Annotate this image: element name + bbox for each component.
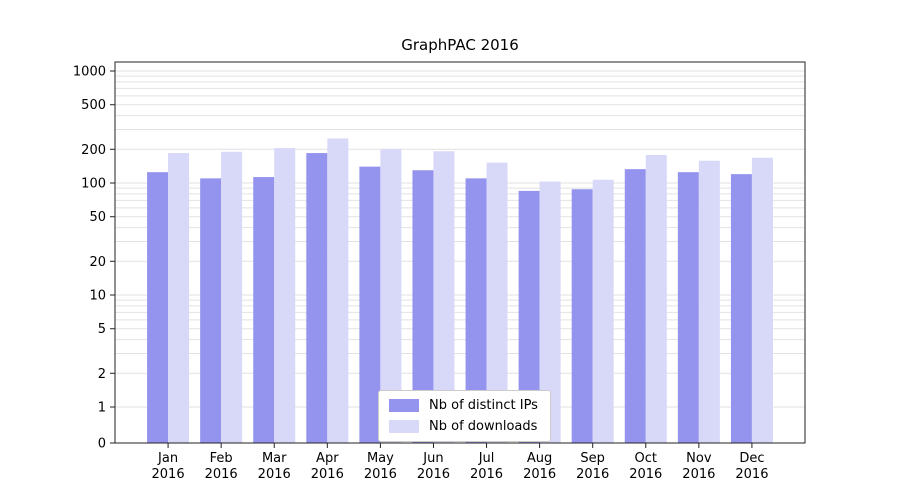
bar-distinct-ips <box>465 178 487 443</box>
y-tick-label: 10 <box>89 289 106 304</box>
x-tick-label-month: Sep <box>580 451 605 466</box>
bar-distinct-ips <box>677 172 699 444</box>
chart-title: GraphPAC 2016 <box>401 36 519 54</box>
x-tick-label-month: Mar <box>262 451 287 466</box>
legend-entry-distinct-ips: Nb of distinct IPs <box>389 398 538 413</box>
legend-swatch-downloads <box>389 420 419 433</box>
bar-distinct-ips <box>730 174 752 443</box>
y-tick-label: 100 <box>81 177 106 192</box>
legend: Nb of distinct IPs Nb of downloads <box>378 390 551 442</box>
x-tick-label-year: 2016 <box>576 467 609 482</box>
x-tick-label-month: Jul <box>478 451 495 466</box>
y-tick-label: 500 <box>81 98 106 113</box>
bar-distinct-ips <box>253 177 275 443</box>
bar-distinct-ips <box>200 178 222 443</box>
y-tick-label: 1000 <box>73 65 106 80</box>
x-tick-label-month: Dec <box>739 451 764 466</box>
legend-entry-downloads: Nb of downloads <box>389 419 538 434</box>
bar-downloads <box>380 149 402 443</box>
y-tick-label: 1 <box>98 401 106 416</box>
y-tick-label: 5 <box>98 322 106 337</box>
x-tick-label-year: 2016 <box>258 467 291 482</box>
axis-spines <box>114 61 806 444</box>
x-tick-label-year: 2016 <box>364 467 397 482</box>
y-tick-label: 2 <box>98 367 106 382</box>
x-tick-label-year: 2016 <box>682 467 715 482</box>
x-tick-label-month: May <box>367 451 394 466</box>
y-tick-label: 200 <box>81 143 106 158</box>
x-tick-label-month: Jun <box>422 451 443 466</box>
bar-distinct-ips <box>359 166 381 443</box>
bar-distinct-ips <box>624 169 646 444</box>
y-tick-label: 0 <box>98 437 106 452</box>
bar-downloads <box>433 151 455 443</box>
bar-distinct-ips <box>412 170 434 443</box>
x-tick-label-month: Oct <box>635 451 657 466</box>
x-tick-label-month: Nov <box>686 451 712 466</box>
bar-downloads <box>221 151 243 443</box>
bar-distinct-ips <box>571 189 593 443</box>
x-tick-label-year: 2016 <box>417 467 450 482</box>
bar-distinct-ips <box>306 153 328 443</box>
bar-downloads <box>645 154 667 444</box>
x-tick-label-year: 2016 <box>523 467 556 482</box>
y-tick-label: 20 <box>89 255 106 270</box>
x-tick-label-month: Jan <box>157 451 178 466</box>
bar-downloads <box>592 179 614 443</box>
x-tick-label-month: Aug <box>527 451 552 466</box>
x-tick-label-month: Apr <box>316 451 339 466</box>
legend-label-distinct-ips: Nb of distinct IPs <box>429 398 538 413</box>
bar-downloads <box>327 138 349 443</box>
bar-downloads <box>698 160 720 443</box>
bar-downloads <box>486 162 508 443</box>
x-tick-label-year: 2016 <box>311 467 344 482</box>
bar-downloads <box>168 153 190 443</box>
bar-downloads <box>751 157 773 443</box>
y-tick-label: 50 <box>89 210 106 225</box>
legend-swatch-distinct-ips <box>389 399 419 412</box>
x-tick-label-year: 2016 <box>629 467 662 482</box>
bar-downloads <box>539 181 561 443</box>
bar-downloads <box>274 148 296 444</box>
x-tick-label-year: 2016 <box>470 467 503 482</box>
bar-distinct-ips <box>147 172 169 444</box>
x-tick-label-year: 2016 <box>205 467 238 482</box>
x-tick-label-year: 2016 <box>735 467 768 482</box>
bar-distinct-ips <box>518 190 540 443</box>
legend-label-downloads: Nb of downloads <box>429 419 538 434</box>
x-tick-label-year: 2016 <box>152 467 185 482</box>
x-tick-label-month: Feb <box>210 451 233 466</box>
